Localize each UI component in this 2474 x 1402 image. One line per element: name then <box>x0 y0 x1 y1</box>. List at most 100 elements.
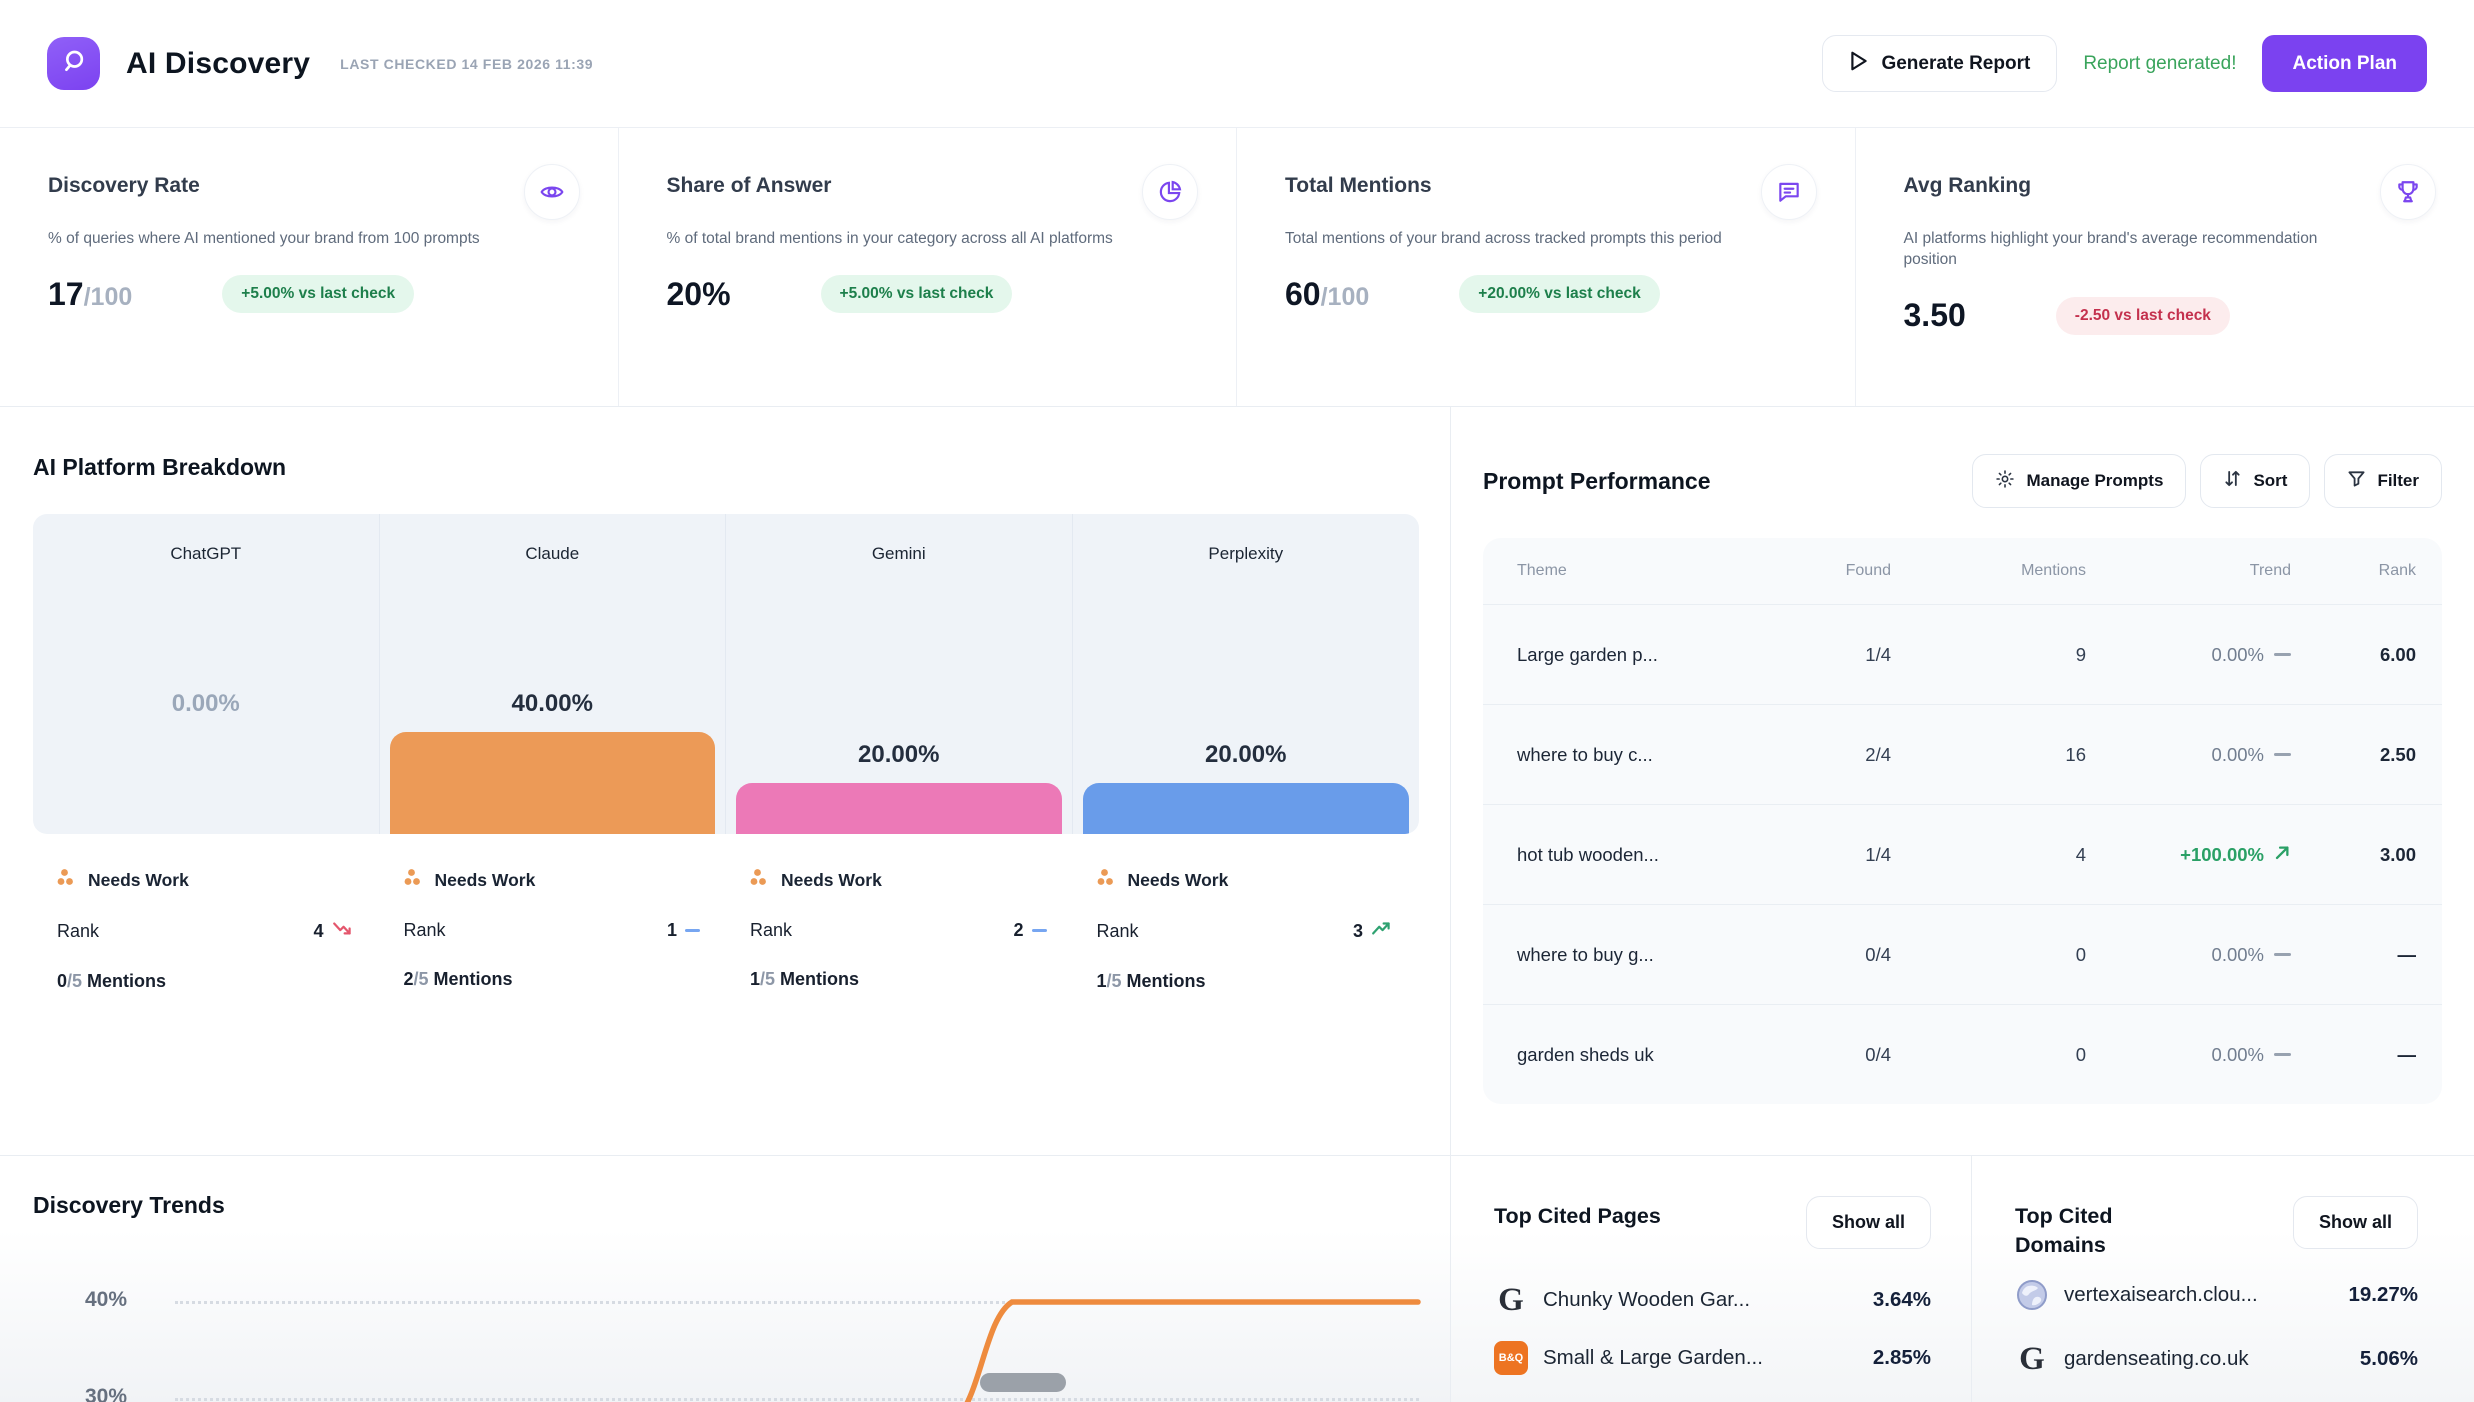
cited-domain-row[interactable]: G gardenseating.co.uk 5.06% <box>2015 1342 2418 1376</box>
manage-prompts-button[interactable]: Manage Prompts <box>1972 454 2187 508</box>
g-serif-favicon: G <box>1498 1281 1524 1318</box>
stat-value: 17 <box>48 275 84 312</box>
section-title-platform-breakdown: AI Platform Breakdown <box>33 454 287 480</box>
mentions-total: /5 <box>760 969 776 989</box>
delta-badge: +20.00% vs last check <box>1459 275 1660 314</box>
show-all-pages-button[interactable]: Show all <box>1805 1196 1931 1249</box>
platform-bar-chart: ChatGPT 0.00% Claude 40.00% Gemini 20.00… <box>33 514 1419 834</box>
top-cited-domains-panel: Top Cited Domains Show all vertexaisearc… <box>1972 1156 2474 1402</box>
stat-description: % of queries where AI mentioned your bra… <box>48 230 480 247</box>
show-all-domains-button[interactable]: Show all <box>2292 1196 2418 1249</box>
table-row[interactable]: hot tub wooden... 1/4 4 +100.00% 3.00 <box>1483 804 2442 904</box>
mentions-label: Mentions <box>433 969 513 989</box>
rank-value: 3 <box>1352 921 1363 941</box>
stat-value: 20% <box>666 275 731 312</box>
rank-label: Rank <box>750 920 793 940</box>
top-cited-pages-panel: Top Cited Pages Show all G Chunky Wooden… <box>1451 1156 1972 1402</box>
trending-up-icon <box>1371 920 1393 943</box>
arrow-up-right-icon <box>2274 844 2291 866</box>
table-row[interactable]: where to buy c... 2/4 16 0.00% 2.50 <box>1483 704 2442 804</box>
rank-label: Rank <box>57 921 100 941</box>
delta-badge: +5.00% vs last check <box>222 275 415 314</box>
play-icon <box>1849 50 1869 78</box>
bar-value-label: 20.00% <box>858 741 940 768</box>
platform-stats-claude: Needs Work Rank 1 2/5 Mentions <box>380 854 727 992</box>
app-logo <box>47 37 100 90</box>
mentions-count: 1 <box>1096 971 1107 991</box>
needs-work-dots-icon <box>57 868 77 893</box>
stat-card-discovery-rate: Discovery Rate % of queries where AI men… <box>0 128 619 406</box>
delta-badge: +5.00% vs last check <box>820 275 1013 314</box>
rank-value: 4 <box>313 921 324 941</box>
eye-icon <box>523 164 580 220</box>
y-axis-tick-30: 30% <box>85 1385 128 1402</box>
bar-value-label: 20.00% <box>1205 741 1287 768</box>
section-title-prompt-performance: Prompt Performance <box>1483 467 1711 494</box>
stat-title: Discovery Rate <box>48 174 200 197</box>
table-row[interactable]: Large garden p... 1/4 9 0.00% 6.00 <box>1483 604 2442 704</box>
search-icon <box>60 47 88 80</box>
mentions-count: 2 <box>403 969 414 989</box>
stat-title: Share of Answer <box>666 174 832 197</box>
cited-page-row[interactable]: B&Q Small & Large Garden... 2.85% <box>1494 1341 1931 1375</box>
stat-card-share-of-answer: Share of Answer % of total brand mention… <box>619 128 1237 406</box>
mentions-count: 0 <box>57 971 68 991</box>
status-badge: Needs Work <box>1127 870 1229 890</box>
flat-trend-dash-icon <box>685 928 700 933</box>
generate-report-button[interactable]: Generate Report <box>1822 35 2058 92</box>
cited-domain-row[interactable]: vertexaisearch.clou... 19.27% <box>2015 1278 2418 1312</box>
status-badge: Needs Work <box>781 870 882 890</box>
stat-description: % of total brand mentions in your catego… <box>666 230 1113 247</box>
g-serif-favicon: G <box>2019 1340 2045 1377</box>
chart-bar <box>736 783 1062 834</box>
status-badge: Needs Work <box>434 870 536 890</box>
platform-name: Gemini <box>871 544 926 563</box>
stat-suffix: /100 <box>1320 282 1370 311</box>
section-title-discovery-trends: Discovery Trends <box>33 1192 225 1218</box>
prompt-performance-section: Prompt Performance Manage Prompts Sort <box>1451 407 2474 1155</box>
report-generated-status: Report generated! <box>2083 52 2237 74</box>
needs-work-dots-icon <box>404 868 424 893</box>
sort-button[interactable]: Sort <box>2200 454 2311 508</box>
bar-value-label: 0.00% <box>171 690 240 717</box>
action-plan-button[interactable]: Action Plan <box>2262 35 2427 92</box>
stat-card-avg-ranking: Avg Ranking AI platforms highlight your … <box>1856 128 2474 406</box>
status-badge: Needs Work <box>88 870 189 890</box>
top-bar: AI Discovery LAST CHECKED 14 FEB 2026 11… <box>0 0 2474 128</box>
stat-title: Avg Ranking <box>1903 174 2032 197</box>
stat-value: 60 <box>1285 275 1321 312</box>
needs-work-dots-icon <box>750 868 770 893</box>
flat-trend-dash-icon <box>2274 1052 2291 1057</box>
page-title: AI Discovery <box>126 46 311 80</box>
platform-stats-perplexity: Needs Work Rank 3 1/5 Mentions <box>1073 854 1420 992</box>
chart-column-chatgpt: ChatGPT 0.00% <box>33 514 380 834</box>
discovery-trend-line <box>964 1299 1421 1402</box>
chart-bar <box>389 732 715 834</box>
filter-button[interactable]: Filter <box>2324 454 2442 508</box>
stat-suffix: /100 <box>83 282 133 311</box>
stat-description: Total mentions of your brand across trac… <box>1285 230 1722 247</box>
flat-trend-dash-icon <box>1031 928 1047 933</box>
stat-description: AI platforms highlight your brand's aver… <box>1903 230 2318 269</box>
cited-page-row[interactable]: G Chunky Wooden Gar... 3.64% <box>1494 1283 1931 1317</box>
filter-funnel-icon <box>2347 469 2366 493</box>
flat-trend-dash-icon <box>2274 952 2291 957</box>
platform-name: Claude <box>525 544 580 563</box>
rank-label: Rank <box>1096 921 1139 941</box>
top-cited-domains-title: Top Cited Domains <box>2015 1204 2113 1258</box>
flat-trend-dash-icon <box>2274 652 2291 657</box>
chat-bubble-icon <box>1760 164 1817 220</box>
platform-name: ChatGPT <box>170 544 242 563</box>
needs-work-dots-icon <box>1097 868 1117 893</box>
column-header-trend: Trend <box>2249 562 2291 579</box>
table-row[interactable]: where to buy g... 0/4 0 0.00% — <box>1483 904 2442 1004</box>
delta-badge: -2.50 vs last check <box>2055 296 2230 335</box>
mentions-label: Mentions <box>1126 971 1206 991</box>
chart-scrollbar-thumb[interactable] <box>980 1373 1066 1392</box>
column-header-rank: Rank <box>2378 562 2416 579</box>
table-row[interactable]: garden sheds uk 0/4 0 0.00% — <box>1483 1004 2442 1104</box>
stat-value: 3.50 <box>1903 297 1966 334</box>
sort-arrows-icon <box>2223 469 2242 493</box>
mentions-total: /5 <box>1106 971 1122 991</box>
